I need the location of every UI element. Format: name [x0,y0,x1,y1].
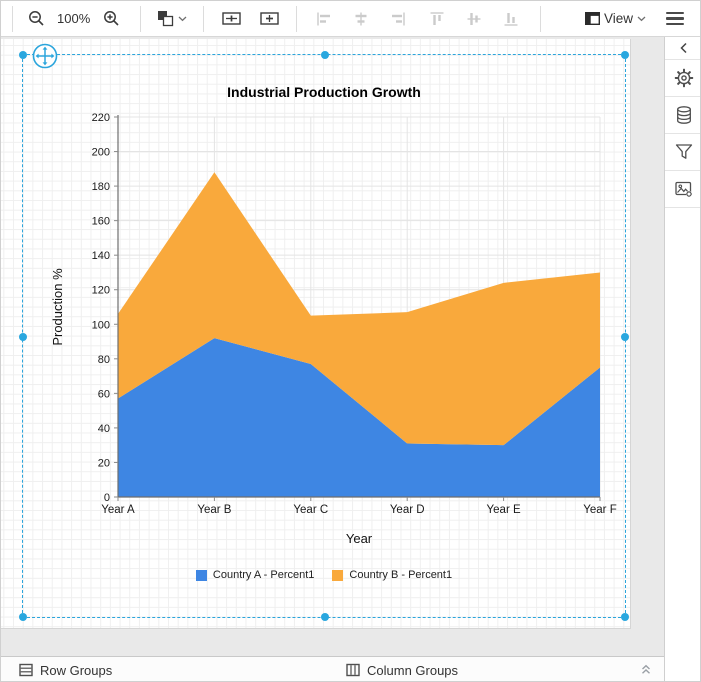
svg-text:200: 200 [92,147,110,159]
chevron-down-icon [637,16,646,21]
toolbar: 100% [1,1,700,37]
svg-text:220: 220 [92,112,110,124]
design-canvas[interactable]: Industrial Production Growth 0 20 40 60 80 10… [1,37,664,656]
toolbar-separator [296,5,298,32]
area-chart-plot: 0 20 40 60 80 100 120 140 160 180 200 220 Year A Year… [50,112,617,546]
svg-text:Year E: Year E [487,504,521,516]
funnel-icon [675,144,692,159]
image-settings-icon [674,181,692,197]
svg-text:20: 20 [98,457,110,469]
zoom-out-button[interactable] [21,4,51,34]
view-menu-label: View [603,11,633,26]
view-menu-button[interactable]: View [581,4,650,34]
chart-report-item[interactable]: Industrial Production Growth 0 20 40 60 80 10… [22,54,626,618]
toolbar-separator [12,5,13,32]
equal-width-icon [222,12,241,25]
sidebar-item-image-manager[interactable] [665,171,700,208]
align-bottom-icon [504,12,518,26]
database-icon [676,106,691,124]
toolbar-separator [140,5,142,32]
legend-label-country-b: Country B - Percent1 [349,569,453,581]
svg-text:160: 160 [92,216,110,228]
legend-item-country-b: Country B - Percent1 [332,569,452,581]
make-same-width-button[interactable] [216,4,246,34]
chart-legend: Country A - Percent1 Country B - Percent… [22,569,626,581]
toolbar-separator [203,5,205,32]
toolbar-separator [540,5,542,32]
collapse-grouping-pane-button[interactable] [638,662,654,678]
align-bottom-button[interactable] [496,4,526,34]
legend-swatch-country-a [195,569,207,581]
theme-color-button[interactable] [153,4,191,34]
svg-text:100: 100 [92,319,110,331]
chart-title: Industrial Production Growth [227,84,421,100]
sidebar-item-filter[interactable] [665,134,700,171]
zoom-in-button[interactable] [96,4,126,34]
equal-height-icon [260,12,279,25]
svg-text:140: 140 [92,250,110,262]
svg-text:Year C: Year C [293,504,328,516]
magnifier-minus-icon [28,11,44,26]
align-top-icon [430,11,444,25]
resize-handle-bottom-left[interactable] [19,613,27,621]
legend-item-country-a: Country A - Percent1 [195,569,315,581]
align-middle-button[interactable] [459,4,489,34]
color-swatches-icon [158,11,174,27]
svg-text:Year A: Year A [101,504,135,516]
main-menu-button[interactable] [660,4,690,34]
layout-view-icon [584,12,600,25]
align-left-icon [317,12,331,25]
row-groups-icon [19,663,33,677]
sidebar-item-properties[interactable] [665,60,700,97]
svg-text:Year: Year [346,531,373,546]
align-center-icon [355,12,367,25]
svg-text:Year D: Year D [390,504,425,516]
svg-text:80: 80 [98,354,110,366]
legend-swatch-country-b [332,569,344,581]
svg-text:120: 120 [92,285,110,297]
resize-handle-top-left[interactable] [19,51,27,59]
move-handle-icon[interactable] [32,43,58,69]
align-top-button[interactable] [422,4,452,34]
hamburger-icon [666,11,684,26]
row-groups-label: Row Groups [40,662,113,678]
chevron-down-icon [178,16,187,21]
double-chevron-up-icon [642,664,650,674]
resize-handle-top-center[interactable] [321,51,329,59]
sidebar-item-collapse-panel[interactable] [665,37,700,60]
column-groups-pane[interactable]: Column Groups [346,657,459,681]
column-groups-label: Column Groups [367,662,459,678]
sidebar-item-data[interactable] [665,97,700,134]
svg-text:0: 0 [104,492,110,504]
resize-handle-middle-left[interactable] [19,333,27,341]
gear-icon [674,68,693,88]
align-right-button[interactable] [383,4,413,34]
right-sidebar [664,37,700,681]
svg-text:40: 40 [98,423,110,435]
resize-handle-bottom-right[interactable] [621,613,629,621]
align-center-button[interactable] [346,4,376,34]
svg-text:Production %: Production % [50,268,65,346]
row-groups-pane[interactable]: Row Groups [19,657,113,681]
magnifier-plus-icon [103,11,119,26]
chevron-left-icon [679,42,687,54]
make-same-height-button[interactable] [254,4,284,34]
svg-text:60: 60 [98,388,110,400]
align-middle-icon [467,12,481,25]
resize-handle-top-right[interactable] [621,51,629,59]
svg-text:Year F: Year F [583,504,616,516]
zoom-level: 100% [57,11,91,26]
column-groups-icon [346,663,360,677]
grouping-pane: Row Groups Column Groups [1,656,664,681]
svg-text:Year B: Year B [197,504,231,516]
align-right-icon [392,12,405,25]
svg-text:180: 180 [92,181,110,193]
align-left-button[interactable] [309,4,339,34]
legend-label-country-a: Country A - Percent1 [212,569,315,581]
report-page[interactable]: Industrial Production Growth 0 20 40 60 80 10… [1,39,631,629]
resize-handle-middle-right[interactable] [621,333,629,341]
resize-handle-bottom-center[interactable] [321,613,329,621]
